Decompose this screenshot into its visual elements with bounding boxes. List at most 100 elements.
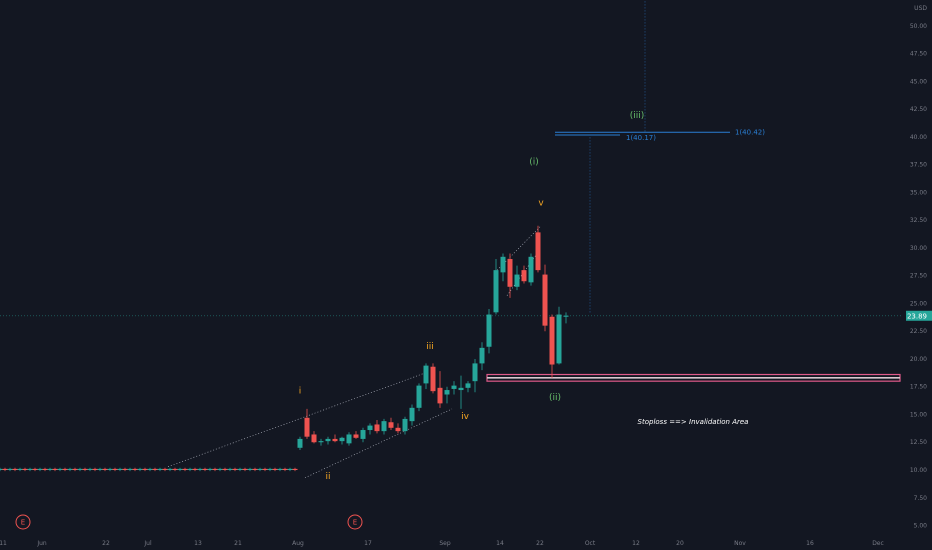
candle-body xyxy=(217,468,223,470)
candle-body xyxy=(147,468,153,470)
candle-body xyxy=(77,468,83,470)
candle-body xyxy=(409,407,415,422)
candle-body xyxy=(346,434,352,444)
x-tick-label: Jul xyxy=(143,540,152,547)
x-tick-label: Aug xyxy=(292,540,304,547)
x-tick-label: Oct xyxy=(585,540,596,547)
y-tick-label: 50.00 xyxy=(910,23,927,30)
x-tick-label: 21 xyxy=(234,540,242,547)
candle-body xyxy=(339,437,345,442)
y-tick-label: 35.00 xyxy=(910,189,927,196)
candle-body xyxy=(437,387,443,404)
candle-body xyxy=(416,385,422,408)
candle-body xyxy=(167,468,173,470)
candle-body xyxy=(292,468,298,470)
candle-body xyxy=(287,468,293,470)
candle-body xyxy=(107,468,113,470)
channel-lower-line xyxy=(304,408,453,479)
candle-body xyxy=(367,425,373,431)
candle-body xyxy=(374,424,380,432)
y-tick-label: 32.50 xyxy=(910,217,927,224)
x-tick-label: Jun xyxy=(36,540,47,547)
fib-level-label: 1(40.17) xyxy=(626,134,656,142)
candle-body xyxy=(267,468,273,470)
candle-body xyxy=(92,468,98,470)
candle-body xyxy=(493,270,499,313)
candle-body xyxy=(52,468,58,470)
y-tick-label: 15.00 xyxy=(910,411,927,418)
candle-body xyxy=(162,468,168,470)
earnings-event-icon xyxy=(347,514,363,530)
candle-body xyxy=(17,468,23,470)
y-tick-label: 47.50 xyxy=(910,51,927,58)
wave-label: (iii) xyxy=(630,111,645,121)
x-tick-label: 20 xyxy=(676,540,684,547)
candle-body xyxy=(500,256,506,273)
candle-body xyxy=(472,363,478,382)
candle-body xyxy=(242,468,248,470)
y-tick-label: 45.00 xyxy=(910,78,927,85)
x-tick-label: 13 xyxy=(194,540,202,547)
candle-body xyxy=(182,468,188,470)
candle-body xyxy=(528,256,534,283)
x-tick-label: Nov xyxy=(734,540,746,547)
candle-body xyxy=(112,468,118,470)
wave-label: (ii) xyxy=(549,393,561,403)
x-tick-label: Dec xyxy=(872,540,884,547)
candle-body xyxy=(2,468,8,470)
candle-body xyxy=(22,468,28,470)
candle-body xyxy=(272,468,278,470)
candle-body xyxy=(27,468,33,470)
candle-body xyxy=(122,468,128,470)
candle-body xyxy=(332,438,338,442)
candle-body xyxy=(360,430,366,439)
y-tick-label: 20.00 xyxy=(910,356,927,363)
candle-body xyxy=(67,468,73,470)
candle-body xyxy=(32,468,38,470)
wave-label: iv xyxy=(461,412,470,422)
candle-body xyxy=(62,468,68,470)
candle-body xyxy=(102,468,108,470)
candle-body xyxy=(227,468,233,470)
candle-body xyxy=(252,468,258,470)
candle-body xyxy=(232,468,238,470)
candle-body xyxy=(0,468,3,470)
y-tick-label: 52.50 xyxy=(910,0,927,2)
candle-body xyxy=(192,468,198,470)
candle-body xyxy=(325,438,331,442)
candle-body xyxy=(142,468,148,470)
y-tick-label: 12.50 xyxy=(910,439,927,446)
candle-body xyxy=(423,365,429,384)
earnings-event-label: E xyxy=(21,519,25,527)
x-tick-label: 14 xyxy=(496,540,504,547)
candle-body xyxy=(262,468,268,470)
stoploss-label: Stoploss ==> Invalidation Area xyxy=(638,418,749,426)
candle-body xyxy=(542,274,548,326)
candle-body xyxy=(152,468,158,470)
candle-body xyxy=(132,468,138,470)
candle-body xyxy=(465,383,471,388)
candle-body xyxy=(381,421,387,432)
y-tick-label: 10.00 xyxy=(910,467,927,474)
y-tick-label: 17.50 xyxy=(910,384,927,391)
candle-body xyxy=(57,468,63,470)
candle-body xyxy=(72,468,78,470)
candle-body xyxy=(237,468,243,470)
candle-body xyxy=(297,438,303,448)
currency-label: USD xyxy=(914,5,927,12)
y-tick-label: 7.50 xyxy=(914,495,928,502)
y-tick-label: 42.50 xyxy=(910,106,927,113)
candle-body xyxy=(187,468,193,470)
candle-body xyxy=(247,468,253,470)
candle-body xyxy=(304,417,310,437)
candle-body xyxy=(87,468,93,470)
candle-body xyxy=(486,314,492,347)
y-tick-label: 37.50 xyxy=(910,162,927,169)
candle-body xyxy=(97,468,103,470)
candle-body xyxy=(157,468,163,470)
y-tick-label: 30.00 xyxy=(910,245,927,252)
x-tick-label: 12 xyxy=(632,540,640,547)
x-tick-label: 16 xyxy=(806,540,814,547)
